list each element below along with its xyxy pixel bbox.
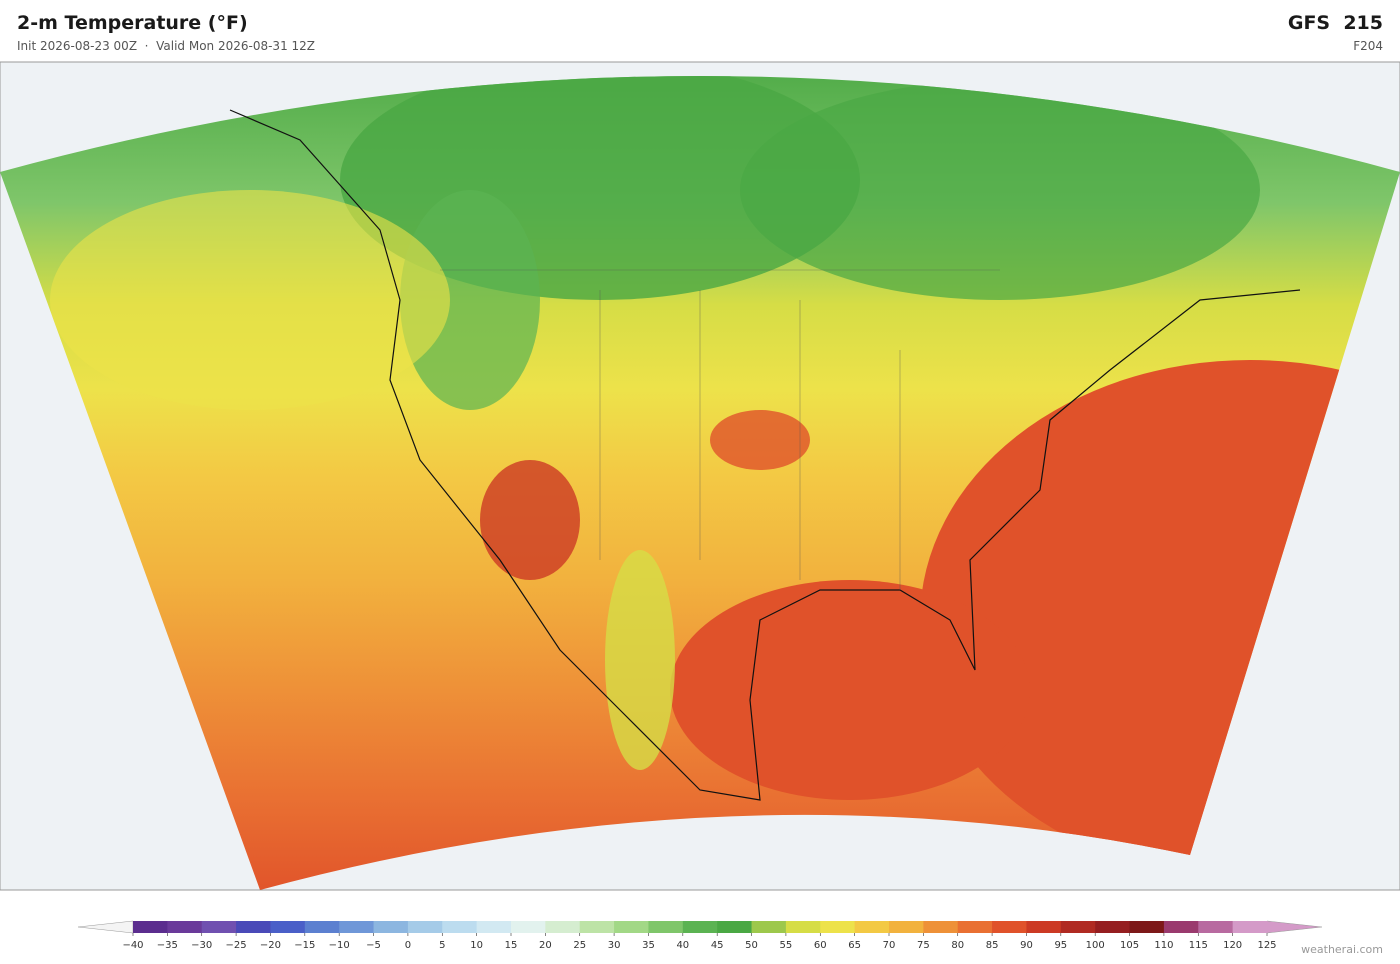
- colorbar-tick-label: 125: [1257, 940, 1276, 951]
- colorbar-swatch: [1095, 921, 1131, 933]
- colorbar-swatch: [373, 921, 409, 933]
- colorbar-tick-label: 110: [1154, 940, 1173, 951]
- colorbar-swatch: [751, 921, 787, 933]
- colorbar-tick-label: 70: [883, 940, 896, 951]
- colorbar-tick-label: 100: [1086, 940, 1105, 951]
- colorbar-swatch: [923, 921, 959, 933]
- colorbar-tick-label: 85: [986, 940, 999, 951]
- colorbar-swatch: [511, 921, 546, 933]
- colorbar-swatch: [614, 921, 649, 933]
- colorbar-tick-label: 15: [505, 940, 518, 951]
- model: GFS 215: [1288, 12, 1383, 34]
- colorbar-swatch: [167, 921, 203, 933]
- colorbar-tick-label: 105: [1120, 940, 1139, 951]
- subtitle: Init 2026-08-23 00Z · Valid Mon 2026-08-…: [17, 39, 315, 53]
- colorbar-swatch: [545, 921, 581, 933]
- colorbar-swatch: [1129, 921, 1165, 933]
- colorbar-tick-label: −30: [191, 940, 212, 951]
- colorbar-swatch: [304, 921, 340, 933]
- colorbar-tick-label: 95: [1054, 940, 1067, 951]
- colorbar-swatch: [785, 921, 821, 933]
- colorbar-under: [77, 920, 134, 934]
- colorbar-swatch: [1026, 921, 1062, 933]
- colorbar-tick-label: 120: [1223, 940, 1242, 951]
- colorbar-swatch: [579, 921, 615, 933]
- colorbar-swatch: [1060, 921, 1096, 933]
- colorbar-tick-label: 40: [676, 940, 689, 951]
- colorbar-tick-label: 115: [1189, 940, 1208, 951]
- colorbar-swatch: [270, 921, 306, 933]
- borders: [440, 269, 1000, 590]
- colorbar-tick-label: 20: [539, 940, 552, 951]
- colorbar-tick-label: 0: [405, 940, 411, 951]
- colorbar-swatch: [201, 921, 237, 933]
- colorbar-over: [1266, 920, 1323, 934]
- colorbar-tick-label: 80: [951, 940, 964, 951]
- colorbar-swatch: [648, 921, 684, 933]
- colorbar-tick-label: −10: [329, 940, 350, 951]
- colorbar-tick-label: −35: [157, 940, 178, 951]
- credit: weatherai.com: [1301, 943, 1383, 956]
- colorbar-tick-label: −25: [226, 940, 247, 951]
- colorbar-swatch: [854, 921, 890, 933]
- colorbar-swatch: [1163, 921, 1199, 933]
- colorbar-swatch: [1232, 921, 1268, 933]
- colorbar-tick-label: −40: [122, 940, 143, 951]
- colorbar-tick-label: 60: [814, 940, 827, 951]
- colorbar-tick-label: −20: [260, 940, 281, 951]
- colorbar-tick-label: −5: [366, 940, 381, 951]
- title: 2-m Temperature (°F): [17, 12, 248, 34]
- colorbar-tick-label: 50: [745, 940, 758, 951]
- colorbar-swatch: [957, 921, 993, 933]
- colorbar-swatch: [682, 921, 718, 933]
- colorbar-swatch: [889, 921, 924, 933]
- colorbar-swatch: [992, 921, 1027, 933]
- colorbar-tick-label: 90: [1020, 940, 1033, 951]
- colorbar: −40 −35 −30 −25 −20 −15 −10 −5 0 5 10 15 20 25 30 35 40 4…: [77, 920, 1323, 951]
- colorbar-swatch: [339, 921, 375, 933]
- colorbar-tick-label: −15: [294, 940, 315, 951]
- colorbar-swatch: [476, 921, 512, 933]
- coastline: [229, 109, 1301, 801]
- colorbar-tick-label: 65: [848, 940, 861, 951]
- colorbar-swatch: [407, 921, 443, 933]
- colorbar-tick-label: 25: [573, 940, 586, 951]
- colorbar-tick-label: 55: [780, 940, 793, 951]
- colorbar-tick-label: 35: [642, 940, 655, 951]
- colorbar-swatch: [236, 921, 271, 933]
- colorbar-swatch: [442, 921, 478, 933]
- forecast-hour: F204: [1353, 39, 1383, 53]
- colorbar-swatch: [820, 921, 856, 933]
- colorbar-swatch: [133, 921, 168, 933]
- colorbar-swatch: [717, 921, 753, 933]
- colorbar-tick-label: 75: [917, 940, 930, 951]
- colorbar-swatch: [1198, 921, 1234, 933]
- colorbar-tick-label: 30: [608, 940, 621, 951]
- colorbar-tick-label: 45: [711, 940, 724, 951]
- colorbar-tick-label: 10: [470, 940, 483, 951]
- colorbar-tick-label: 5: [439, 940, 445, 951]
